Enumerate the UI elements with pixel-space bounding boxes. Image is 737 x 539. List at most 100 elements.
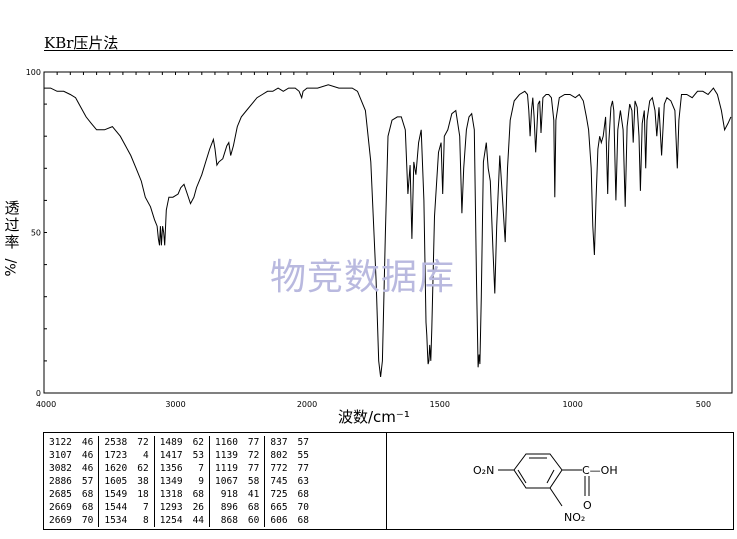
peak-wavenumber: 1349 bbox=[153, 475, 188, 488]
watermark: 物竞数据库 bbox=[270, 257, 456, 298]
peak-wavenumber: 3122 bbox=[49, 437, 72, 448]
peak-transmittance: 46 bbox=[81, 463, 94, 474]
x-axis-label: 波数/cm⁻¹ bbox=[338, 408, 410, 426]
peak-transmittance: 38 bbox=[137, 476, 149, 487]
peak-wavenumber: 665 bbox=[264, 501, 293, 514]
peak-wavenumber: 1139 bbox=[209, 449, 243, 462]
peak-wavenumber: 1318 bbox=[153, 488, 188, 501]
peak-transmittance: 72 bbox=[247, 450, 260, 461]
peak-wavenumber: 1119 bbox=[209, 462, 243, 475]
peak-transmittance: 9 bbox=[198, 476, 205, 487]
peak-wavenumber: 1254 bbox=[153, 514, 188, 527]
peak-transmittance: 4 bbox=[142, 450, 149, 461]
peak-transmittance: 77 bbox=[247, 463, 260, 474]
peak-transmittance: 18 bbox=[137, 489, 149, 500]
peak-transmittance: 70 bbox=[297, 502, 309, 513]
y-tick-label: 50 bbox=[31, 229, 41, 238]
peak-wavenumber: 1534 bbox=[98, 514, 133, 527]
peak-transmittance: 46 bbox=[81, 437, 94, 448]
nitro-left-label: O₂N bbox=[473, 464, 494, 477]
x-axis-ticks: 4000 3000 2000 1500 1000 500 bbox=[36, 72, 711, 409]
peak-wavenumber: 2669 bbox=[49, 515, 72, 526]
peak-wavenumber: 918 bbox=[209, 488, 243, 501]
peak-transmittance: 58 bbox=[247, 476, 260, 487]
peak-transmittance: 62 bbox=[137, 463, 149, 474]
y-label-char-3: 率 bbox=[4, 233, 20, 251]
peak-transmittance: 7 bbox=[198, 463, 205, 474]
peak-wavenumber: 1067 bbox=[209, 475, 243, 488]
y-label-char-1: 透 bbox=[4, 199, 20, 217]
peak-transmittance: 68 bbox=[81, 502, 94, 513]
peak-wavenumber: 606 bbox=[264, 514, 293, 527]
peak-table-frame bbox=[43, 432, 386, 530]
peak-transmittance: 44 bbox=[192, 515, 205, 526]
peak-wavenumber: 1293 bbox=[153, 501, 188, 514]
peak-wavenumber: 2669 bbox=[49, 502, 72, 513]
peak-transmittance: 77 bbox=[297, 463, 309, 474]
x-tick-label: 500 bbox=[696, 400, 711, 409]
peak-transmittance: 62 bbox=[192, 437, 205, 448]
peak-table-row: 2685 68 1549 18 1318 68 918 41 725 68 bbox=[44, 488, 314, 501]
peak-wavenumber: 896 bbox=[209, 501, 243, 514]
peak-wavenumber: 2886 bbox=[49, 476, 72, 487]
structure-frame bbox=[386, 432, 734, 530]
nitro-ortho-label: NO₂ bbox=[564, 511, 585, 524]
peak-table-row: 2886 57 1605 38 1349 9 1067 58 745 63 bbox=[44, 475, 314, 488]
peak-table-row: 3122 46 2538 72 1489 62 1160 77 837 57 bbox=[44, 436, 314, 449]
peak-table-row: 2669 68 1544 7 1293 26 896 68 665 70 bbox=[44, 501, 314, 514]
peak-transmittance: 68 bbox=[247, 502, 260, 513]
molecule-structure: O₂N C—OH O NO₂ bbox=[473, 453, 618, 524]
peak-wavenumber: 1620 bbox=[98, 462, 133, 475]
peak-wavenumber: 1489 bbox=[153, 436, 188, 449]
peak-wavenumber: 1417 bbox=[153, 449, 188, 462]
peak-wavenumber: 1723 bbox=[98, 449, 133, 462]
peak-table-row: 3082 46 1620 62 1356 7 1119 77 772 77 bbox=[44, 462, 314, 475]
peak-transmittance: 7 bbox=[142, 502, 149, 513]
y-tick-label: 100 bbox=[26, 68, 41, 77]
peak-transmittance: 60 bbox=[247, 515, 260, 526]
peak-wavenumber: 1356 bbox=[153, 462, 188, 475]
peak-wavenumber: 868 bbox=[209, 514, 243, 527]
carboxyl-label: C—OH bbox=[582, 464, 618, 477]
bond-to-nitro-ortho bbox=[549, 487, 563, 507]
ring-double-bond-2 bbox=[546, 469, 555, 484]
ring-double-bond-3 bbox=[517, 469, 527, 484]
y-axis-ticks: 0 50 100 bbox=[26, 68, 47, 398]
x-tick-label: 3000 bbox=[165, 400, 185, 409]
peak-transmittance: 72 bbox=[137, 437, 149, 448]
ir-spectrum-chart: 4000 3000 2000 1500 1000 500 0 50 100 bbox=[26, 68, 733, 409]
peak-transmittance: 53 bbox=[192, 450, 205, 461]
x-tick-label: 1000 bbox=[562, 400, 582, 409]
plot-frame bbox=[43, 71, 733, 394]
peak-transmittance: 57 bbox=[81, 476, 94, 487]
peak-transmittance: 41 bbox=[247, 489, 260, 500]
peak-wavenumber: 802 bbox=[264, 449, 293, 462]
peak-wavenumber: 745 bbox=[264, 475, 293, 488]
peak-wavenumber: 837 bbox=[264, 436, 293, 449]
peak-wavenumber: 1160 bbox=[209, 436, 243, 449]
method-title: KBr压片法 bbox=[44, 34, 119, 52]
peak-table-row: 3107 46 1723 4 1417 53 1139 72 802 55 bbox=[44, 449, 314, 462]
peak-wavenumber: 3082 bbox=[49, 463, 72, 474]
x-tick-label: 2000 bbox=[297, 400, 317, 409]
peak-transmittance: 77 bbox=[247, 437, 260, 448]
peak-transmittance: 46 bbox=[81, 450, 94, 461]
peak-transmittance: 68 bbox=[297, 515, 309, 526]
y-label-unit: %/ bbox=[3, 258, 20, 277]
y-label-char-2: 过 bbox=[4, 216, 20, 234]
peak-transmittance: 70 bbox=[81, 515, 94, 526]
peak-wavenumber: 3107 bbox=[49, 450, 72, 461]
title-underline bbox=[44, 50, 733, 51]
peak-wavenumber: 2685 bbox=[49, 489, 72, 500]
peak-wavenumber: 2538 bbox=[98, 436, 133, 449]
benzene-ring bbox=[513, 453, 563, 489]
peak-transmittance: 55 bbox=[297, 450, 309, 461]
peak-wavenumber: 1549 bbox=[98, 488, 133, 501]
peak-wavenumber: 725 bbox=[264, 488, 293, 501]
y-tick-label: 0 bbox=[36, 389, 41, 398]
peak-wavenumber: 772 bbox=[264, 462, 293, 475]
peak-table-row: 2669 70 1534 8 1254 44 868 60 606 68 bbox=[44, 514, 314, 527]
x-tick-label: 4000 bbox=[36, 400, 56, 409]
peak-wavenumber: 1544 bbox=[98, 501, 133, 514]
peak-transmittance: 8 bbox=[142, 515, 149, 526]
